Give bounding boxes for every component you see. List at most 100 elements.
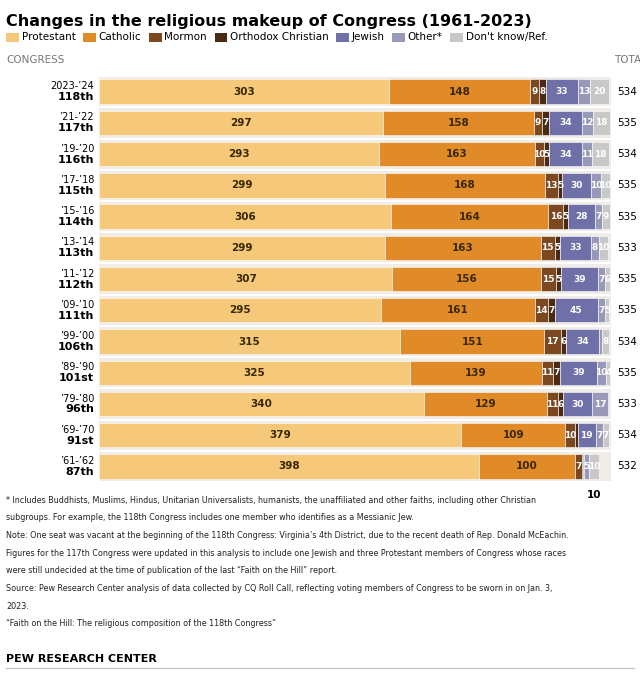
Text: ’15-’16: ’15-’16 — [60, 206, 94, 216]
Bar — [545, 142, 549, 166]
Bar — [578, 79, 590, 104]
Bar — [555, 298, 598, 323]
Bar — [541, 267, 556, 291]
Text: 87th: 87th — [65, 467, 94, 477]
Text: 535: 535 — [618, 181, 637, 190]
Text: 106th: 106th — [58, 342, 94, 352]
Text: ’79-’80: ’79-’80 — [60, 394, 94, 403]
Bar — [535, 142, 545, 166]
Bar — [400, 329, 545, 354]
Text: 13: 13 — [578, 87, 590, 96]
Text: 139: 139 — [465, 368, 487, 378]
Text: subgroups. For example, the 118th Congress includes one member who identifies as: subgroups. For example, the 118th Congre… — [6, 513, 414, 522]
Text: 34: 34 — [559, 149, 572, 159]
Bar — [561, 329, 566, 354]
Text: 5: 5 — [557, 181, 563, 190]
Text: 7: 7 — [543, 118, 549, 128]
Text: 156: 156 — [456, 274, 478, 284]
Text: Catholic: Catholic — [99, 33, 141, 42]
Text: 16: 16 — [550, 212, 562, 221]
Bar — [605, 298, 609, 323]
Text: 293: 293 — [228, 149, 250, 159]
Text: 10: 10 — [599, 181, 612, 190]
Text: 8: 8 — [602, 337, 609, 346]
Text: 7: 7 — [603, 430, 609, 440]
Text: 8: 8 — [592, 243, 598, 253]
Text: ’21-’22: ’21-’22 — [60, 113, 94, 122]
Bar — [99, 142, 379, 166]
Bar — [539, 79, 547, 104]
Text: 112th: 112th — [58, 280, 94, 289]
Text: 534: 534 — [618, 430, 637, 440]
Bar — [545, 329, 561, 354]
Text: Other*: Other* — [408, 33, 443, 42]
Text: 534: 534 — [618, 87, 637, 96]
Bar — [566, 329, 599, 354]
Text: 163: 163 — [446, 149, 468, 159]
Text: 116th: 116th — [58, 155, 94, 164]
Text: 534: 534 — [618, 149, 637, 159]
Text: 7: 7 — [548, 306, 555, 315]
Text: 34: 34 — [576, 337, 589, 346]
Text: 535: 535 — [618, 118, 637, 128]
Bar — [553, 361, 559, 385]
Text: Jewish: Jewish — [352, 33, 385, 42]
Text: 33: 33 — [569, 243, 582, 253]
Bar — [590, 79, 609, 104]
Text: 7: 7 — [598, 274, 604, 284]
Bar — [549, 111, 582, 135]
Bar — [392, 267, 541, 291]
Text: 8: 8 — [540, 87, 545, 96]
Text: * Includes Buddhists, Muslims, Hindus, Unitarian Universalists, humanists, the u: * Includes Buddhists, Muslims, Hindus, U… — [6, 496, 536, 504]
Text: Figures for the 117th Congress were updated in this analysis to include one Jewi: Figures for the 117th Congress were upda… — [6, 549, 566, 557]
Text: 113th: 113th — [58, 249, 94, 258]
Text: 28: 28 — [575, 212, 588, 221]
Text: 10: 10 — [533, 149, 546, 159]
Bar — [381, 298, 535, 323]
Bar — [383, 111, 534, 135]
Text: 5: 5 — [604, 306, 610, 315]
Bar — [593, 111, 611, 135]
Text: 148: 148 — [449, 87, 470, 96]
Bar — [563, 392, 592, 416]
Text: 535: 535 — [618, 306, 637, 315]
Bar — [543, 111, 549, 135]
Bar — [582, 454, 584, 479]
Bar — [556, 267, 561, 291]
Bar — [99, 204, 392, 229]
Text: 6: 6 — [557, 399, 564, 409]
Bar — [595, 204, 602, 229]
Text: 168: 168 — [454, 181, 476, 190]
Bar — [591, 236, 599, 260]
Text: CONGRESS: CONGRESS — [6, 55, 65, 65]
Bar — [547, 392, 557, 416]
Bar — [565, 423, 575, 447]
Text: 33: 33 — [556, 87, 568, 96]
Bar — [479, 454, 575, 479]
Text: 39: 39 — [572, 368, 584, 378]
Text: 7: 7 — [598, 306, 604, 315]
Text: 5: 5 — [543, 149, 550, 159]
Bar — [598, 298, 605, 323]
Bar — [584, 454, 589, 479]
Text: Don't know/Ref.: Don't know/Ref. — [466, 33, 547, 42]
Bar — [99, 111, 383, 135]
Text: 7: 7 — [575, 462, 581, 471]
Text: 10: 10 — [588, 462, 600, 471]
Bar — [602, 329, 609, 354]
Text: 161: 161 — [447, 306, 468, 315]
Text: Note: One seat was vacant at the beginning of the 118th Congress: Virginia’s 4th: Note: One seat was vacant at the beginni… — [6, 531, 569, 540]
Text: ’19-’20: ’19-’20 — [60, 144, 94, 153]
Text: 17: 17 — [594, 399, 607, 409]
Text: 18: 18 — [595, 149, 607, 159]
Bar — [534, 111, 543, 135]
Text: 533: 533 — [618, 243, 637, 253]
Text: 129: 129 — [475, 399, 497, 409]
Text: 11: 11 — [580, 149, 593, 159]
Text: 91st: 91st — [67, 436, 94, 445]
Text: 533: 533 — [618, 399, 637, 409]
Text: were still undecided at the time of publication of the last “Faith on the Hill” : were still undecided at the time of publ… — [6, 566, 337, 575]
Bar — [607, 361, 611, 385]
Text: 30: 30 — [572, 399, 584, 409]
Bar — [549, 142, 582, 166]
